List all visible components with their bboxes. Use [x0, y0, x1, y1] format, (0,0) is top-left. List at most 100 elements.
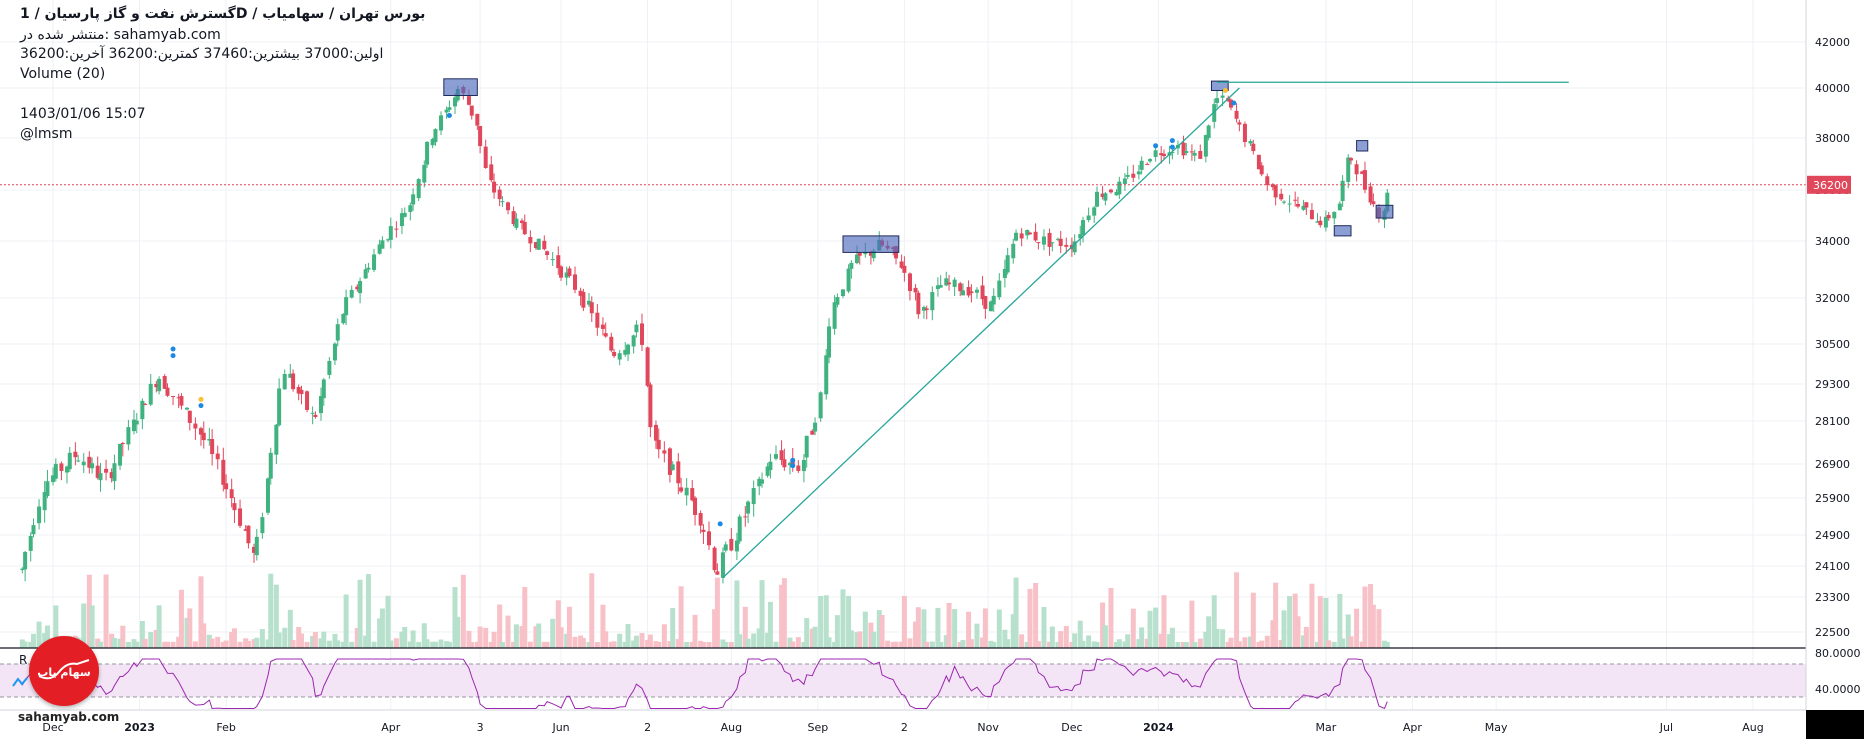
volume-bar [737, 634, 743, 648]
price-zone-box[interactable] [443, 78, 478, 97]
candle-body [1078, 234, 1083, 239]
volume-bar [564, 633, 570, 648]
candle-body [344, 297, 349, 316]
volume-bar [586, 641, 592, 648]
volume-bar [578, 635, 584, 648]
price-zone-box[interactable] [842, 235, 900, 253]
candle-body [335, 324, 340, 341]
volume-bar [1153, 607, 1159, 648]
volume-bar [86, 574, 92, 648]
last-price-tag [1807, 175, 1851, 194]
volume-bar [1114, 641, 1120, 648]
volume-bar [511, 641, 517, 648]
volume-bar [296, 626, 302, 648]
volume-bar [885, 640, 891, 648]
candle-body [751, 488, 756, 505]
candle-body [90, 463, 95, 469]
volume-bar [89, 605, 95, 648]
candle-body [653, 424, 658, 441]
candle-body [782, 459, 787, 468]
volume-bar [818, 595, 824, 648]
volume-bar [505, 615, 511, 648]
candle-body [37, 506, 42, 524]
volume-bar [1228, 637, 1234, 648]
candle-body [1050, 242, 1055, 244]
candle-body [988, 301, 993, 312]
candle-body [1131, 173, 1136, 178]
volume-bar [689, 641, 695, 648]
volume-bar [622, 641, 628, 648]
candle-body [1309, 209, 1314, 220]
candle-body [1265, 176, 1270, 185]
candle-body [252, 546, 257, 553]
volume-bar [692, 614, 698, 648]
volume-bar [125, 641, 131, 648]
volume-bar [460, 574, 466, 648]
candle-body [1181, 142, 1186, 156]
volume-bar [259, 629, 265, 648]
candle-body [238, 508, 243, 526]
candle-body [232, 503, 237, 511]
volume-bar [1002, 629, 1008, 648]
signal-dot [170, 346, 176, 352]
candle-body [983, 296, 988, 309]
price-zone-box[interactable] [1333, 225, 1352, 237]
candle-body [835, 297, 840, 305]
candle-body [556, 255, 561, 269]
candle-body [1036, 242, 1041, 244]
candle-body [617, 353, 622, 360]
volume-bar [728, 641, 734, 648]
candle-body [804, 435, 809, 458]
candle-body [818, 392, 823, 419]
candle-body [341, 314, 346, 324]
candle-body [1028, 232, 1033, 235]
volume-bar [343, 594, 349, 648]
price-tick-label: 40000 [1815, 82, 1850, 95]
candle-body [1293, 199, 1298, 201]
trendline[interactable] [722, 87, 1240, 579]
volume-bar [1027, 588, 1033, 648]
candle-body [1337, 203, 1342, 211]
volume-bar [1169, 627, 1175, 648]
volume-bar [1292, 593, 1298, 648]
candle-body [1108, 189, 1113, 193]
candle-body [452, 97, 457, 107]
volume-bar [1091, 641, 1097, 648]
volume-bar [661, 624, 667, 648]
candle-body [310, 412, 315, 414]
price-zone-box[interactable] [1375, 204, 1394, 219]
volume-bar [1010, 614, 1016, 648]
volume-bar [1259, 640, 1265, 648]
volume-bar [1108, 587, 1114, 648]
volume-bar [81, 603, 87, 648]
candle-body [1212, 104, 1217, 122]
volume-bar [541, 641, 547, 648]
volume-bar [371, 641, 377, 648]
candle-body [305, 391, 310, 410]
price-zone-box[interactable] [1356, 140, 1369, 152]
volume-bar [846, 595, 852, 648]
volume-bar [379, 608, 385, 648]
candle-body [140, 400, 145, 420]
price-zone-box[interactable] [1210, 80, 1229, 91]
candle-body [600, 324, 605, 329]
rsi-settings-icon[interactable] [12, 676, 28, 688]
signal-dot [1169, 138, 1175, 144]
volume-bar [312, 632, 318, 648]
candle-body [773, 454, 778, 459]
candle-body [578, 290, 583, 296]
candle-body [991, 295, 996, 305]
volume-bar [907, 638, 913, 648]
candle-body [1100, 193, 1105, 197]
candle-body [810, 430, 815, 435]
volume-bar [1094, 641, 1100, 648]
candle-body [958, 283, 963, 292]
candle-body [1033, 231, 1038, 241]
volume-bar [254, 637, 260, 648]
volume-bar [745, 638, 751, 648]
time-tick-label: Jul [1659, 721, 1673, 734]
candle-body [567, 268, 572, 276]
volume-bar [1348, 636, 1354, 648]
volume-bar [706, 641, 712, 648]
